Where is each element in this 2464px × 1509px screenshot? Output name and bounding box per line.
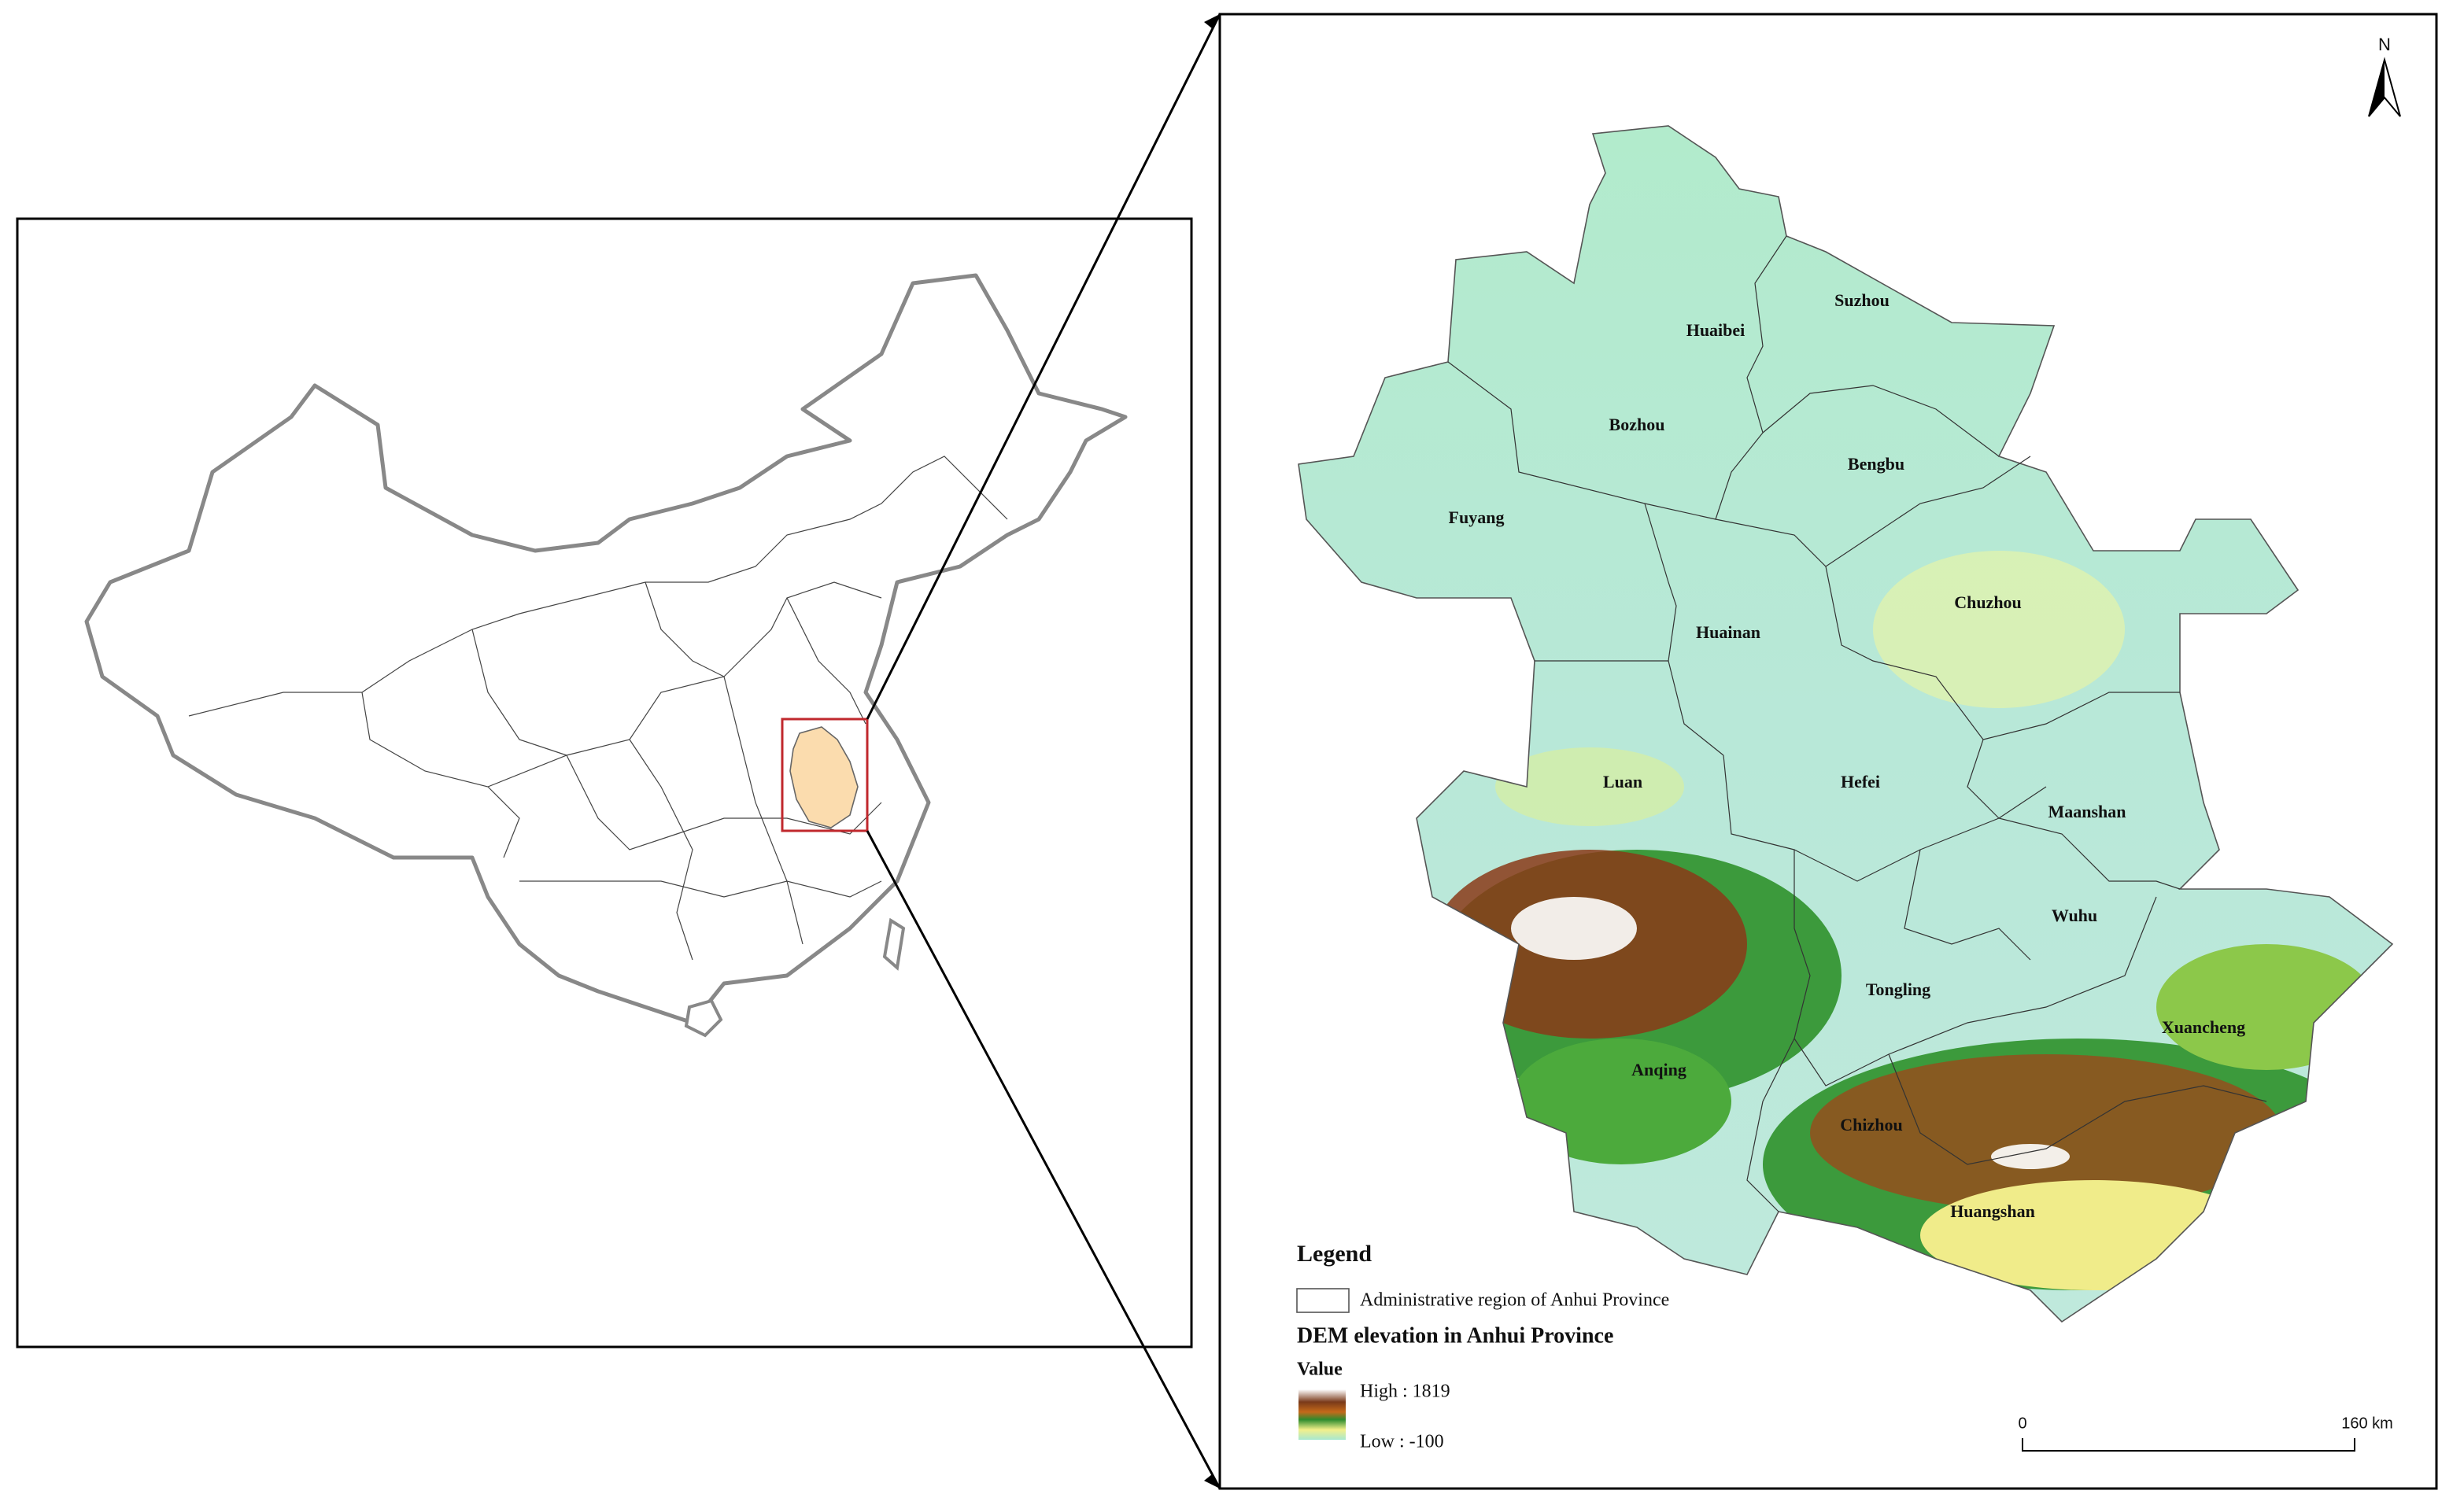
city-label: Bozhou (1609, 415, 1665, 434)
city-label: Wuhu (2052, 906, 2097, 925)
anhui-map (1298, 125, 2394, 1323)
anhui-highlight-box (781, 718, 869, 832)
city-label: Bengbu (1848, 454, 1904, 474)
city-label: Fuyang (1449, 507, 1505, 527)
city-label: Maanshan (2048, 802, 2126, 821)
scale-line (2022, 1438, 2355, 1452)
city-label: Tongling (1866, 980, 1930, 999)
city-label: Luan (1603, 772, 1642, 791)
city-label: Chuzhou (1954, 592, 2022, 612)
city-label: Suzhou (1834, 290, 1890, 310)
city-label: Chizhou (1840, 1115, 1902, 1135)
connector-line (866, 830, 1221, 1489)
legend: Legend Administrative region of Anhui Pr… (1296, 1241, 1669, 1452)
north-label: N (2378, 35, 2391, 54)
legend-title: Legend (1297, 1241, 1372, 1267)
dem-color-ramp (1298, 1389, 1346, 1440)
china-map (84, 273, 1128, 1038)
city-label: Anqing (1631, 1060, 1686, 1079)
scale-end: 160 km (2341, 1415, 2393, 1432)
city-label: Huangshan (1950, 1201, 2035, 1221)
city-label: Xuancheng (2162, 1017, 2245, 1037)
value-label: Value (1297, 1360, 1343, 1380)
boundary-swatch (1296, 1288, 1350, 1313)
connector-line (866, 13, 1221, 720)
low-label: Low : -100 (1360, 1432, 1444, 1452)
scale-bar: 0 160 km (2018, 1415, 2393, 1452)
city-label: Huainan (1696, 622, 1760, 642)
scale-start: 0 (2018, 1415, 2026, 1432)
high-label: High : 1819 (1360, 1382, 1450, 1402)
boundary-label: Administrative region of Anhui Province (1360, 1290, 1669, 1311)
connector-arrow (1204, 1474, 1220, 1489)
dem-title: DEM elevation in Anhui Province (1297, 1323, 1613, 1348)
north-arrow-half (2369, 60, 2385, 116)
city-label: Hefei (1841, 772, 1880, 791)
connector-arrow (1204, 14, 1220, 28)
city-label: Huaibei (1686, 320, 1745, 340)
